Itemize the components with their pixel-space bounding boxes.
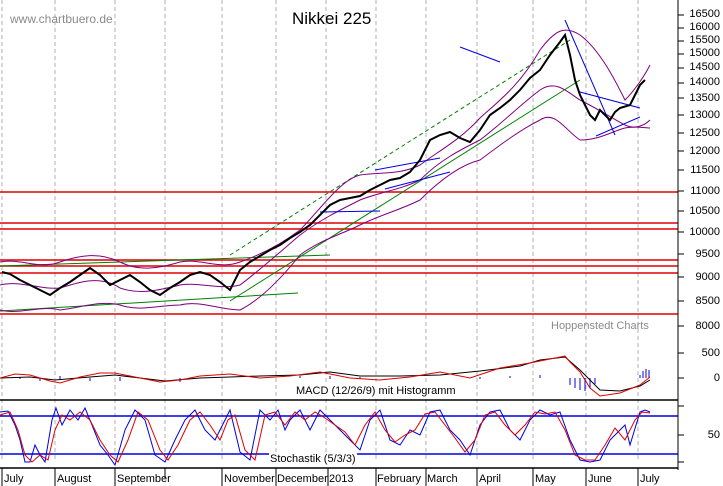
month-label-2013: 2013 — [329, 473, 354, 485]
macd-tick-0: 0 — [713, 372, 720, 384]
chart-title: Nikkei 225 — [292, 9, 372, 28]
y-tick-12500: 12500 — [689, 127, 720, 139]
stochastic-panel-label: Stochastik (5/3/3) — [269, 453, 357, 465]
month-label-may: May — [535, 473, 556, 485]
stoch-tick-50: 50 — [707, 429, 720, 441]
support-resistance-lines — [0, 191, 678, 315]
macd-tick-500: 500 — [701, 347, 720, 359]
y-tick-13500: 13500 — [689, 92, 720, 104]
month-label-november: November — [224, 473, 275, 485]
price-series — [1, 32, 646, 297]
stoch-k-line — [0, 406, 651, 467]
y-tick-10500: 10500 — [689, 205, 720, 217]
y-tick-9000: 9000 — [695, 271, 720, 283]
month-label-february: February — [377, 473, 422, 485]
month-label-july-2013: July — [640, 473, 660, 485]
price-axis-ticks — [678, 14, 684, 463]
y-tick-8000: 8000 — [695, 320, 720, 332]
month-label-july-2012: July — [4, 473, 24, 485]
watermark: www.chartbuero.de — [10, 12, 113, 26]
y-tick-16500: 16500 — [689, 8, 720, 20]
y-tick-9500: 9500 — [695, 248, 720, 260]
month-label-april: April — [479, 473, 502, 485]
macd-signal-line — [0, 356, 651, 392]
y-tick-14500: 14500 — [689, 61, 720, 73]
y-tick-13000: 13000 — [689, 109, 720, 121]
y-tick-11000: 11000 — [690, 185, 720, 197]
month-label-august: August — [57, 473, 92, 485]
month-label-june: June — [588, 473, 612, 485]
stoch-d-line — [0, 411, 651, 463]
y-tick-11500: 11500 — [690, 164, 720, 176]
y-tick-14000: 14000 — [689, 76, 720, 88]
bottom-axis — [0, 467, 678, 486]
month-label-september: September — [117, 473, 171, 485]
y-tick-10000: 10000 — [689, 226, 720, 238]
y-tick-12000: 12000 — [689, 145, 720, 157]
bollinger-bands — [0, 29, 651, 312]
y-tick-15000: 15000 — [689, 47, 720, 59]
y-tick-16000: 16000 — [689, 21, 720, 33]
macd-panel-label: MACD (12/26/9) mit Histogramm — [295, 385, 457, 397]
credit-label: Hoppenstedt Charts — [551, 320, 649, 332]
macd-line — [0, 355, 651, 397]
month-label-december: December — [277, 473, 328, 485]
month-label-march: March — [427, 473, 458, 485]
y-tick-15500: 15500 — [689, 34, 720, 46]
y-tick-8500: 8500 — [695, 295, 720, 307]
